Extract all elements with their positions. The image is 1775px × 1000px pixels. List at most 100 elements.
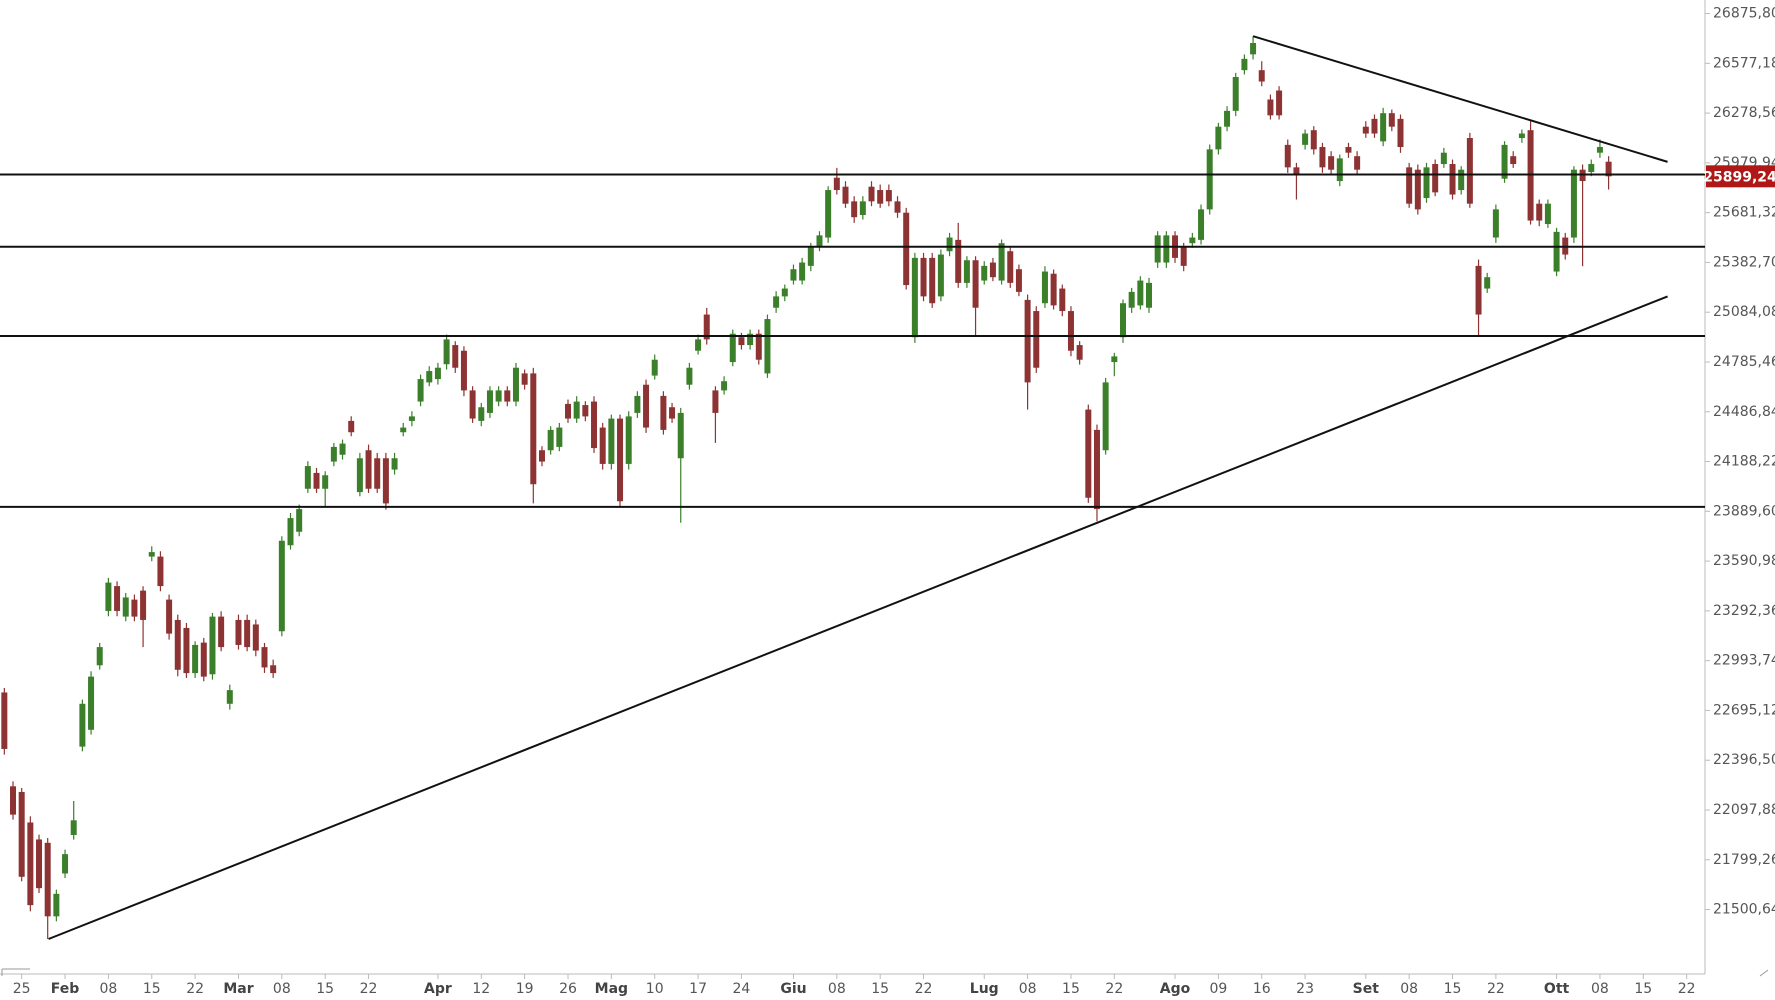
candle-body: [1328, 156, 1335, 170]
x-tick-label: 15: [143, 981, 161, 997]
x-tick-label: Lug: [970, 981, 999, 997]
candle-body: [963, 260, 970, 283]
candle-body: [417, 379, 424, 402]
x-tick-label: 22: [1678, 981, 1696, 997]
y-tick-label: 22993,74: [1713, 653, 1775, 669]
candle-body: [1440, 152, 1447, 165]
y-tick-label: 22097,88: [1713, 802, 1775, 818]
candle-body: [920, 257, 927, 297]
candle-body: [356, 458, 363, 493]
candle-body: [1570, 169, 1577, 238]
candle-body: [972, 260, 979, 308]
candle-body: [365, 450, 372, 489]
candle-body: [1250, 43, 1257, 55]
candle-body: [140, 590, 147, 620]
candle-body: [88, 676, 95, 730]
candle-body: [773, 296, 780, 308]
candle-body: [304, 466, 311, 489]
candle-body: [868, 186, 875, 202]
candle-body: [27, 822, 34, 906]
candle-body: [1432, 164, 1439, 193]
candle-body: [747, 333, 754, 346]
y-tick-label: 24486,84: [1713, 404, 1775, 420]
candle-body: [556, 427, 563, 447]
candle-body: [530, 373, 537, 485]
candle-body: [617, 418, 624, 502]
candle-body: [695, 339, 702, 351]
candle-body: [894, 201, 901, 213]
y-tick-label: 21799,26: [1713, 852, 1775, 868]
y-tick-label: 23889,60: [1713, 503, 1775, 519]
candle-body: [495, 390, 502, 402]
candle-body: [1414, 169, 1421, 210]
candle-body: [452, 345, 459, 368]
y-tick-label: 22695,12: [1713, 702, 1775, 718]
candle-body: [1128, 291, 1135, 308]
candle-body: [10, 786, 17, 815]
x-tick-label: 22: [1105, 981, 1123, 997]
y-tick-label: 26577,18: [1713, 55, 1775, 71]
candle-body: [400, 427, 407, 433]
candle-body: [1310, 130, 1317, 150]
candle-body: [712, 390, 719, 413]
candle-body: [391, 458, 398, 470]
candle-body: [521, 373, 528, 385]
x-tick-label: Mag: [595, 981, 628, 997]
x-tick-label: 17: [689, 981, 707, 997]
candle-body: [825, 190, 832, 238]
x-tick-label: 15: [871, 981, 889, 997]
x-tick-label: 15: [1062, 981, 1080, 997]
candle-body: [1224, 110, 1231, 127]
y-tick-label: 22396,50: [1713, 752, 1775, 768]
candle-body: [651, 359, 658, 376]
candle-body: [1015, 269, 1022, 292]
candle-body: [1345, 147, 1352, 153]
candle-body: [1093, 429, 1100, 510]
candle-body: [669, 407, 676, 419]
candle-body: [781, 288, 788, 297]
x-tick-label: 16: [1253, 981, 1271, 997]
candle-body: [174, 619, 181, 670]
candle-body: [547, 429, 554, 451]
candle-body: [1206, 149, 1213, 210]
x-tick-label: 22: [360, 981, 378, 997]
candle-body: [573, 401, 580, 419]
candle-body: [1596, 147, 1603, 153]
candle-body: [1536, 203, 1543, 221]
y-tick-label: 23590,98: [1713, 553, 1775, 569]
corner-icon: [1, 968, 30, 976]
x-tick-label: 08: [828, 981, 846, 997]
candle-body: [1276, 90, 1283, 116]
candle-body: [1397, 118, 1404, 148]
candle-body: [226, 690, 233, 704]
candle-body: [1146, 282, 1153, 308]
candle-body: [252, 624, 259, 651]
candle-body: [1050, 273, 1057, 306]
y-tick-label: 26278,56: [1713, 105, 1775, 121]
candle-body: [53, 893, 60, 917]
candle-body: [764, 319, 771, 374]
candle-body: [166, 599, 173, 634]
candle-body: [660, 395, 667, 430]
candle-body: [859, 201, 866, 216]
candle-body: [426, 371, 433, 383]
x-tick-label: 10: [646, 981, 664, 997]
candle-body: [70, 820, 77, 835]
trend-line: [1252, 35, 1668, 163]
x-tick-label: 08: [1400, 981, 1418, 997]
x-tick-label: Mar: [223, 981, 253, 997]
candle-body: [1111, 356, 1118, 363]
candle-body: [36, 839, 43, 889]
candle-body: [755, 333, 762, 360]
x-tick-label: Ago: [1160, 981, 1191, 997]
y-tick-label: 24785,46: [1713, 354, 1775, 370]
candle-body: [1154, 235, 1161, 263]
x-tick-label: 23: [1296, 981, 1314, 997]
candle-body: [192, 644, 199, 674]
candle-body: [1484, 277, 1491, 289]
candle-body: [382, 458, 389, 504]
candle-body: [278, 540, 285, 632]
candle-body: [1215, 126, 1222, 150]
